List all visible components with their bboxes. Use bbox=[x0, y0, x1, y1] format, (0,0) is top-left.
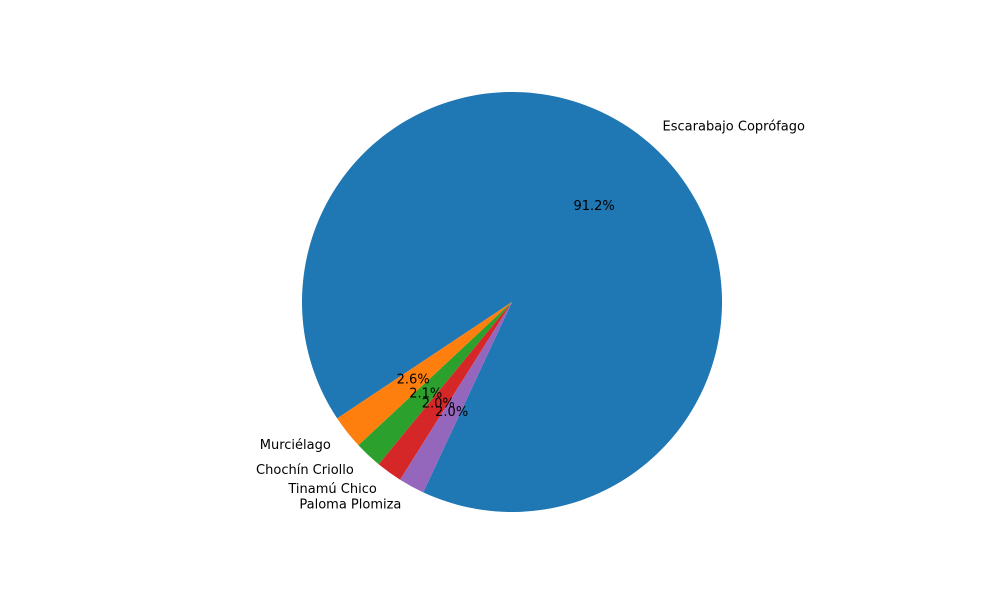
percent-label-chochin-criollo: 2.1% bbox=[409, 386, 442, 401]
pie-slice-escarabajo-coprofago bbox=[302, 91, 723, 512]
percent-label-escarabajo-coprofago: 91.2% bbox=[573, 199, 614, 214]
percent-label-tinamu-chico: 2.0% bbox=[422, 397, 455, 412]
category-labels: Escarabajo Coprófago Murciélago Chochín Cr… bbox=[256, 119, 805, 512]
pie-slice-chochin-criollo bbox=[358, 302, 512, 465]
percent-labels: 91.2%2.6%2.1%2.0%2.0% bbox=[397, 199, 615, 420]
pie-slices bbox=[302, 91, 723, 512]
pie-slice-paloma-plomiza bbox=[400, 302, 512, 493]
category-label-murcielago: Murciélago bbox=[260, 438, 331, 453]
category-label-paloma-plomiza: Paloma Plomiza bbox=[299, 497, 401, 512]
percent-label-paloma-plomiza: 2.0% bbox=[435, 405, 468, 420]
category-label-chochin-criollo: Chochín Criollo bbox=[256, 463, 354, 478]
category-label-escarabajo-coprofago: Escarabajo Coprófago bbox=[663, 119, 805, 134]
category-label-tinamu-chico: Tinamú Chico bbox=[287, 482, 376, 497]
percent-label-murcielago: 2.6% bbox=[397, 373, 430, 388]
pie-slice-murcielago bbox=[337, 302, 512, 446]
pie-slice-tinamu-chico bbox=[378, 302, 512, 480]
